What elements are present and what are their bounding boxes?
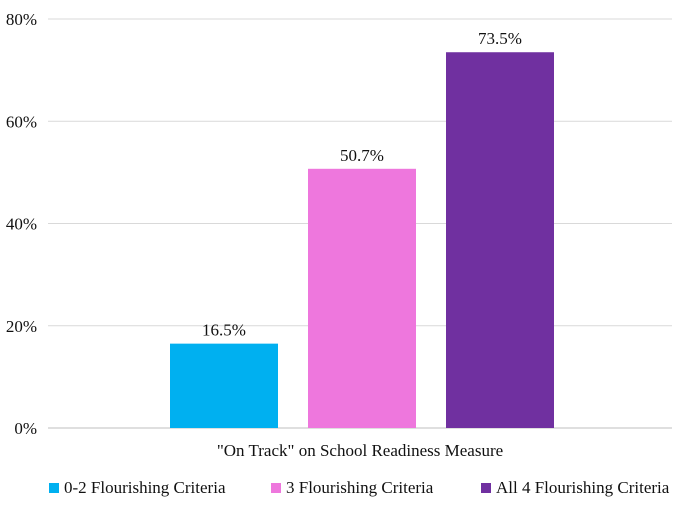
legend-swatch	[271, 483, 281, 493]
x-axis-label: "On Track" on School Readiness Measure	[217, 441, 503, 460]
legend-label: 0-2 Flourishing Criteria	[64, 478, 226, 497]
legend-item-3-criteria: 3 Flourishing Criteria	[271, 478, 433, 498]
y-tick-label: 20%	[6, 317, 37, 336]
bar	[170, 343, 278, 428]
data-labels: 16.5% 50.7% 73.5%	[202, 29, 522, 339]
legend-swatch	[49, 483, 59, 493]
legend-item-all-4-criteria: All 4 Flourishing Criteria	[481, 478, 669, 498]
y-tick-label: 60%	[6, 112, 37, 131]
y-tick-label: 0%	[14, 419, 37, 438]
bars	[170, 52, 554, 428]
legend-label: All 4 Flourishing Criteria	[496, 478, 670, 497]
bar	[308, 168, 416, 428]
y-axis-tick-labels: 0% 20% 40% 60% 80%	[6, 10, 37, 438]
legend-swatch	[481, 483, 491, 493]
legend: 0-2 Flourishing Criteria 3 Flourishing C…	[0, 478, 688, 506]
y-tick-label: 80%	[6, 10, 37, 29]
bar	[446, 52, 554, 428]
y-tick-label: 40%	[6, 215, 37, 234]
data-label: 16.5%	[202, 321, 246, 340]
data-label: 50.7%	[340, 146, 384, 165]
legend-item-0-2-criteria: 0-2 Flourishing Criteria	[49, 478, 225, 498]
legend-label: 3 Flourishing Criteria	[286, 478, 434, 497]
data-label: 73.5%	[478, 29, 522, 48]
